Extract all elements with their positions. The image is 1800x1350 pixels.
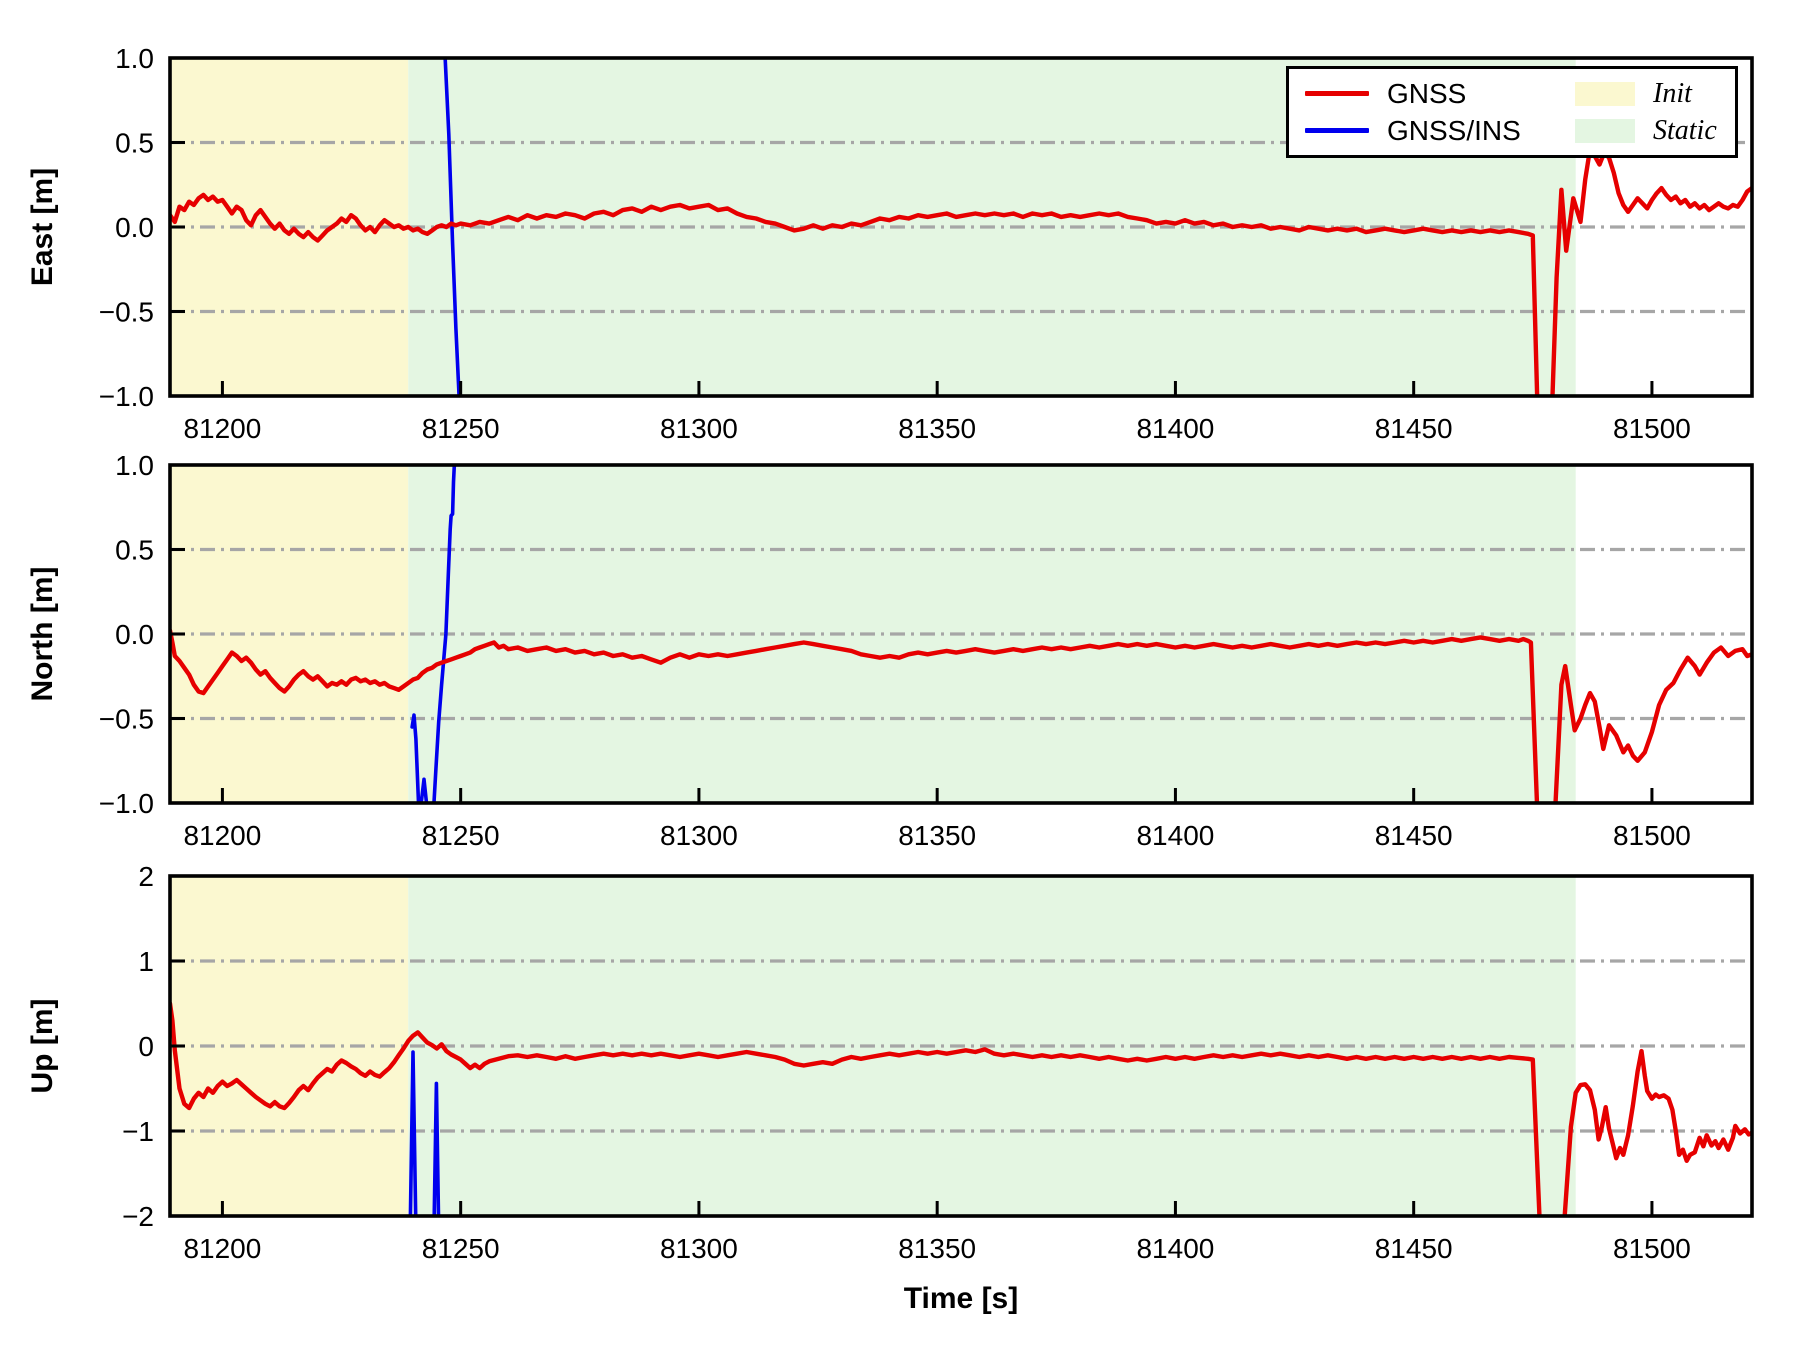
x-tick-label: 81500 xyxy=(1613,820,1691,851)
gnss-ins-line-up xyxy=(408,1050,418,1216)
x-tick-label: 81450 xyxy=(1375,413,1453,444)
x-tick-label: 81450 xyxy=(1375,820,1453,851)
x-axis-label: Time [s] xyxy=(904,1282,1018,1315)
gnss-ins-line-east xyxy=(443,58,461,396)
y-tick-label: 0.0 xyxy=(115,212,154,243)
x-tick-label: 81200 xyxy=(183,820,261,851)
y-tick-label: −1.0 xyxy=(99,381,154,412)
gnss-line-north xyxy=(170,628,1752,803)
x-tick-label: 81450 xyxy=(1375,1233,1453,1264)
y-tick-label: −0.5 xyxy=(99,704,154,735)
legend: GNSS Init GNSS/INS Static xyxy=(1286,66,1738,158)
x-tick-label: 81350 xyxy=(898,1233,976,1264)
x-tick-label: 81400 xyxy=(1136,820,1214,851)
gnss-line-east xyxy=(170,147,1752,396)
x-tick-label: 81400 xyxy=(1136,413,1214,444)
y-tick-label: −1.0 xyxy=(99,788,154,819)
y-tick-label: −2 xyxy=(122,1201,154,1232)
y-tick-label: 0 xyxy=(138,1031,154,1062)
y-axis-label-north: North [m] xyxy=(26,567,59,702)
legend-label-gnss-ins: GNSS/INS xyxy=(1387,114,1521,146)
y-tick-label: 1 xyxy=(138,946,154,977)
x-tick-label: 81300 xyxy=(660,413,738,444)
init-region-swatch xyxy=(1575,81,1635,106)
x-tick-label: 81250 xyxy=(422,820,500,851)
x-tick-label: 81300 xyxy=(660,1233,738,1264)
y-tick-label: −0.5 xyxy=(99,297,154,328)
x-tick-label: 81200 xyxy=(183,1233,261,1264)
legend-label-static: Static xyxy=(1653,114,1717,146)
x-tick-label: 81350 xyxy=(898,413,976,444)
x-tick-label: 81400 xyxy=(1136,1233,1214,1264)
gnss-ins-line-north xyxy=(410,465,457,803)
y-tick-label: 1.0 xyxy=(115,450,154,481)
y-tick-label: 0.5 xyxy=(115,128,154,159)
x-tick-label: 81250 xyxy=(422,413,500,444)
y-tick-label: 1.0 xyxy=(115,43,154,74)
subplot-up: 81200 81250 81300 81350 81400 81450 81500 2 1 0 −1… xyxy=(26,861,1754,1264)
x-tick-label: 81350 xyxy=(898,820,976,851)
subplot-north: 81200 81250 81300 81350 81400 81450 81500 1.0 0.… xyxy=(26,450,1754,851)
gnss-ins-line-swatch xyxy=(1305,128,1369,133)
static-region-swatch xyxy=(1575,118,1635,143)
legend-label-init: Init xyxy=(1653,77,1692,109)
x-tick-label: 81250 xyxy=(422,1233,500,1264)
x-tick-label: 81300 xyxy=(660,820,738,851)
gnss-line-up xyxy=(170,1001,1752,1216)
y-tick-label: 0.0 xyxy=(115,619,154,650)
y-tick-label: 2 xyxy=(138,861,154,892)
x-tick-label: 81200 xyxy=(183,413,261,444)
legend-label-gnss: GNSS xyxy=(1387,77,1467,109)
gnss-ins-line-up xyxy=(432,1081,441,1216)
x-tick-label: 81500 xyxy=(1613,1233,1691,1264)
y-axis-label-up: Up [m] xyxy=(26,999,59,1094)
y-axis-label-east: East [m] xyxy=(26,168,59,286)
x-tick-label: 81500 xyxy=(1613,413,1691,444)
y-tick-label: −1 xyxy=(122,1116,154,1147)
y-tick-label: 0.5 xyxy=(115,535,154,566)
gnss-line-swatch xyxy=(1305,91,1369,96)
